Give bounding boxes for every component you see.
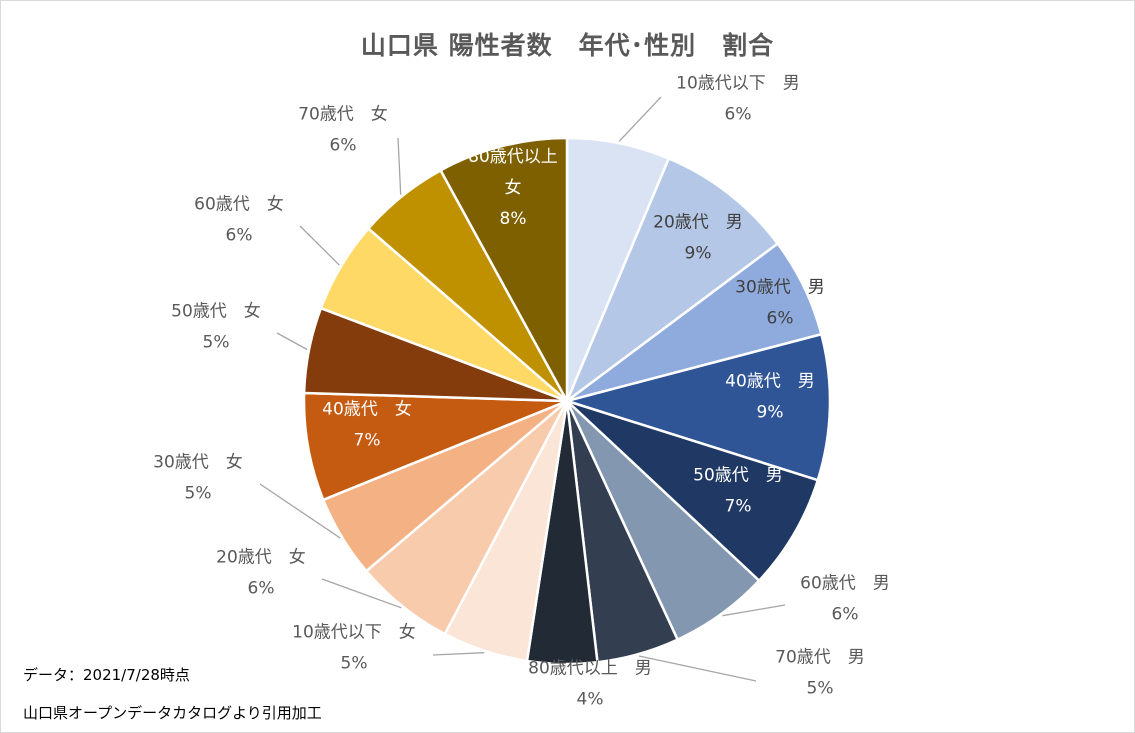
leader-line-9: [432, 652, 485, 656]
leader-line-1: [618, 96, 662, 142]
data-label-15: 70歳代 女 6%: [298, 105, 388, 156]
data-label-12: 40歳代 女 7%: [322, 400, 412, 451]
data-label-8: 80歳代以上 男 4%: [528, 659, 652, 710]
data-label-percent: 9%: [757, 403, 784, 423]
data-label-percent: 5%: [341, 654, 368, 674]
data-date-note: データ：2021/7/28時点: [23, 666, 190, 684]
data-label-category: 60歳代 男: [800, 574, 890, 594]
data-label-2: 20歳代 男 9%: [653, 213, 743, 264]
data-label-percent: 7%: [725, 497, 752, 517]
data-label-percent: 8%: [500, 209, 527, 229]
leader-lines: [259, 96, 786, 682]
data-label-6: 60歳代 男 6%: [800, 574, 890, 625]
data-label-category: 40歳代 女: [322, 400, 412, 420]
data-label-13: 50歳代 女 5%: [171, 302, 261, 353]
leader-line-14: [299, 225, 340, 266]
data-label-1: 10歳代以下 男 6%: [676, 74, 800, 125]
data-label-percent: 6%: [330, 136, 357, 156]
leader-line-15: [397, 137, 402, 195]
data-label-percent: 6%: [725, 105, 752, 125]
data-label-11: 30歳代 女 5%: [153, 453, 243, 504]
pie-slice-12: [302, 391, 569, 502]
data-label-category: 50歳代 男: [693, 466, 783, 486]
pie-slice-16: [439, 136, 569, 403]
data-label-category: 10歳代以下 女: [292, 623, 416, 643]
data-label-14: 60歳代 女 6%: [194, 195, 284, 246]
data-label-category: 30歳代 男: [735, 278, 825, 298]
leader-line-10: [321, 578, 402, 609]
data-label-16: 80歳代以上女 8%: [468, 147, 558, 229]
data-label-9: 10歳代以下 女 5%: [292, 623, 416, 674]
data-label-category: 女: [505, 178, 522, 198]
leader-line-6: [722, 604, 786, 617]
data-label-percent: 5%: [807, 679, 834, 699]
data-label-percent: 6%: [767, 309, 794, 329]
data-label-category: 10歳代以下 男: [676, 74, 800, 94]
data-label-category: 70歳代 女: [298, 105, 388, 125]
data-label-percent: 6%: [226, 226, 253, 246]
source-note: 山口県オープンデータカタログより引用加工: [23, 704, 322, 722]
data-label-category: 30歳代 女: [153, 453, 243, 473]
data-label-percent: 7%: [354, 431, 381, 451]
pie-slices: [302, 136, 832, 666]
chart-title: 山口県 陽性者数 年代･性別 割合: [360, 31, 775, 60]
leader-line-11: [259, 483, 341, 539]
data-label-5: 50歳代 男 7%: [693, 466, 783, 517]
data-label-3: 30歳代 男 6%: [735, 278, 825, 329]
leader-line-7: [638, 655, 757, 682]
data-label-percent: 4%: [577, 690, 604, 710]
pie-slice-4: [565, 332, 832, 482]
data-label-7: 70歳代 男 5%: [775, 648, 865, 699]
pie-slice-5: [565, 399, 820, 582]
data-label-category: 40歳代 男: [725, 372, 815, 392]
data-label-percent: 5%: [203, 333, 230, 353]
data-label-category: 70歳代 男: [775, 648, 865, 668]
data-label-percent: 6%: [832, 605, 859, 625]
data-label-category: 60歳代 女: [194, 195, 284, 215]
data-label-category: 80歳代以上 男: [528, 659, 652, 679]
data-label-10: 20歳代 女 6%: [216, 548, 306, 599]
data-labels: 10歳代以下 男 6% 20歳代 男 9% 30歳代 男 6% 40歳代 男 9% 50歳代 男…: [153, 74, 890, 710]
data-label-percent: 5%: [185, 484, 212, 504]
data-label-percent: 6%: [248, 579, 275, 599]
data-label-percent: 9%: [685, 244, 712, 264]
data-label-category: 20歳代 女: [216, 548, 306, 568]
leader-line-13: [276, 332, 308, 351]
pie-slice-2: [565, 157, 779, 403]
data-label-category: 80歳代以上: [468, 147, 558, 167]
data-label-category: 20歳代 男: [653, 213, 743, 233]
data-label-4: 40歳代 男 9%: [725, 372, 815, 423]
data-label-category: 50歳代 女: [171, 302, 261, 322]
